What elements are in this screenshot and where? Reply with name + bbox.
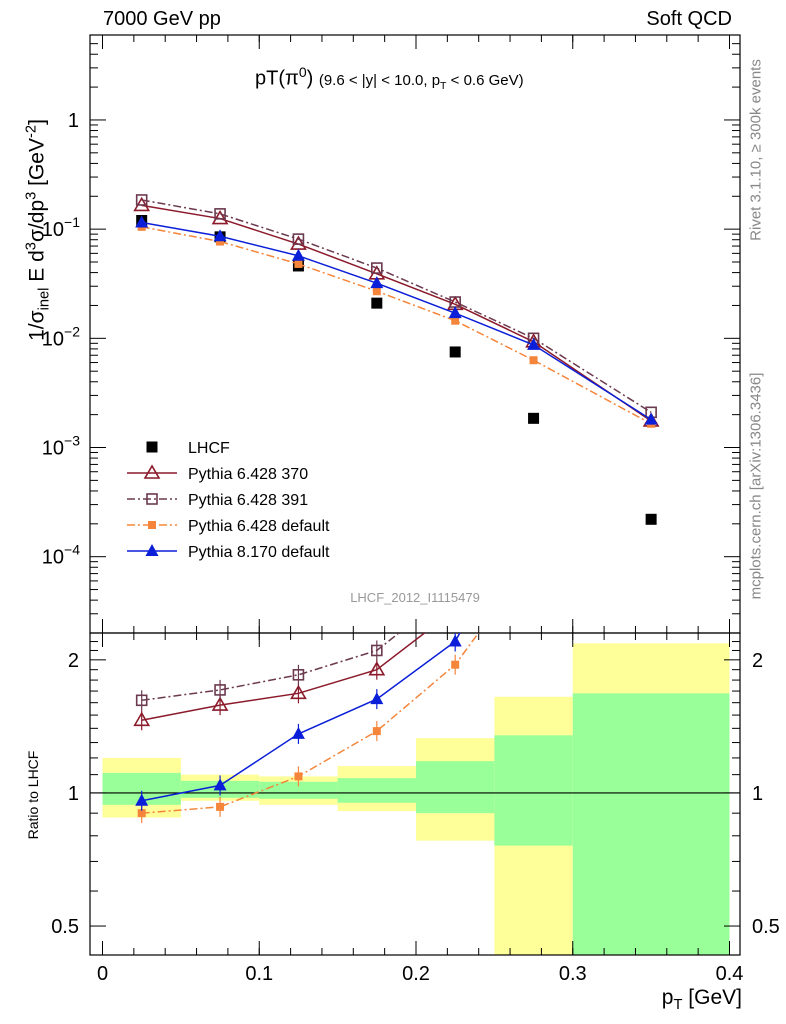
y-tick-label: 10−4 <box>42 542 80 569</box>
main-data-point <box>135 194 148 206</box>
x-tick-label: 0.2 <box>402 963 430 985</box>
ratio-data-point <box>137 809 146 818</box>
ratio-data-point <box>213 778 227 791</box>
legend-entry-label: Pythia 8.170 default <box>188 544 330 561</box>
y-tick-label: 10−2 <box>42 323 80 350</box>
ratio-data-point <box>135 793 149 806</box>
ratio-data-point <box>644 387 658 399</box>
main-data-point <box>216 237 225 246</box>
main-data-point <box>370 276 384 289</box>
ratio-y-tick-label-right: 0.5 <box>752 916 780 938</box>
ratio-data-point <box>292 669 305 681</box>
main-series-group <box>133 194 660 525</box>
x-tick-label: 0 <box>97 963 108 985</box>
ratio-series-group <box>133 356 658 824</box>
ratio-data-point <box>135 694 148 707</box>
ratio-y-tick-label-right: 2 <box>752 650 763 672</box>
ratio-y-tick-label-left: 2 <box>68 650 79 672</box>
title-sup: 0 <box>298 64 307 80</box>
main-data-point <box>291 248 305 261</box>
analysis-id-watermark: LHCF_2012_I1115479 <box>350 590 480 605</box>
ratio-data-point <box>451 660 460 669</box>
x-axis-label: pT [GeV] <box>661 986 742 1014</box>
ratio-data-point <box>294 772 303 781</box>
x-tick-label: 0.1 <box>245 963 273 985</box>
ratio-data-point <box>527 485 541 497</box>
x-tick-label: 0.3 <box>559 963 587 985</box>
title-close: ) <box>306 67 314 90</box>
y-tick-label: 10−3 <box>42 433 80 460</box>
ratio-data-point <box>645 382 658 394</box>
ratio-data-point <box>371 644 383 657</box>
rivet-version-text: Rivet 3.1.10, ≥ 300k events <box>747 59 765 241</box>
header-energy-label: 7000 GeV pp <box>103 8 221 30</box>
main-data-point <box>292 233 305 245</box>
main-data-point <box>451 316 460 325</box>
ratio-data-point <box>530 554 538 562</box>
ratio-band-inner <box>337 778 416 803</box>
y-tick-label: 10−1 <box>42 214 80 241</box>
ratio-data-point <box>211 696 229 711</box>
ratio-data-point <box>529 468 539 478</box>
ratio-data-point <box>214 684 226 696</box>
main-data-point <box>528 412 540 424</box>
main-data-point <box>527 337 541 350</box>
main-data-point <box>449 346 461 358</box>
ratio-y-tick-label-left: 1 <box>68 783 79 805</box>
ratio-y-tick-label-right: 1 <box>752 783 763 805</box>
legend-marker <box>146 441 158 453</box>
ratio-band-inner <box>259 781 338 799</box>
y-axis-label-main: 1/σinel E d3σ/dp3 [GeV-2] <box>23 119 53 341</box>
main-data-point <box>135 215 149 228</box>
mcplots-reference-text: mcplots.cern.ch [arXiv:1306.3436] <box>747 372 765 600</box>
ratio-band-inner <box>572 693 730 955</box>
main-data-point <box>645 513 657 525</box>
ratio-data-point <box>368 661 386 676</box>
ratio-data-point <box>448 634 462 647</box>
y-tick-label: 1 <box>68 110 79 132</box>
y-axis-label-ratio: Ratio to LHCF <box>25 750 41 840</box>
legend-entry-label: Pythia 6.428 370 <box>188 466 308 483</box>
title-detail: (9.6 < |y| < 10.0, p <box>318 71 441 89</box>
plot-title: pT(π0) (9.6 < |y| < 10.0, pT < 0.6 GeV) <box>255 64 524 92</box>
main-data-point <box>448 306 462 319</box>
main-data-point <box>211 209 229 225</box>
ratio-data-point <box>646 356 656 366</box>
main-data-point <box>214 208 226 220</box>
main-data-point <box>371 262 383 274</box>
legend-entry-label: LHCF <box>188 440 230 457</box>
legend-entry-label: Pythia 6.428 391 <box>188 492 308 509</box>
main-data-point <box>294 259 303 268</box>
ratio-data-point <box>216 802 225 811</box>
main-data-point <box>372 287 381 296</box>
legend-entry-label: Pythia 6.428 default <box>188 518 330 535</box>
legend-marker <box>148 521 156 529</box>
legend-marker <box>145 544 159 556</box>
main-data-point <box>644 412 658 425</box>
ratio-panel-frame <box>89 632 741 956</box>
ratio-data-point <box>290 684 307 700</box>
ratio-data-point <box>372 727 381 736</box>
main-data-point <box>371 297 383 309</box>
ratio-data-point <box>527 489 540 501</box>
main-series-line <box>141 221 652 421</box>
ratio-data-point <box>370 692 384 705</box>
ratio-band-inner <box>494 735 573 846</box>
x-tick-label: 0.4 <box>716 963 744 985</box>
main-series-line <box>141 226 652 425</box>
title-main: pT(π <box>255 67 299 90</box>
ratio-data-point <box>647 402 655 410</box>
header-category-label: Soft QCD <box>646 8 732 30</box>
legend-marker <box>146 493 158 505</box>
ratio-band-inner <box>416 761 495 814</box>
main-data-point <box>529 356 538 365</box>
ratio-data-point <box>133 711 151 727</box>
main-data-point <box>213 229 227 242</box>
title-detail-end: < 0.6 GeV) <box>446 71 524 89</box>
legend-marker <box>143 464 161 479</box>
ratio-data-point <box>291 726 305 739</box>
title-detail-sub: T <box>440 79 447 92</box>
ratio-y-tick-label-left: 0.5 <box>51 916 79 938</box>
